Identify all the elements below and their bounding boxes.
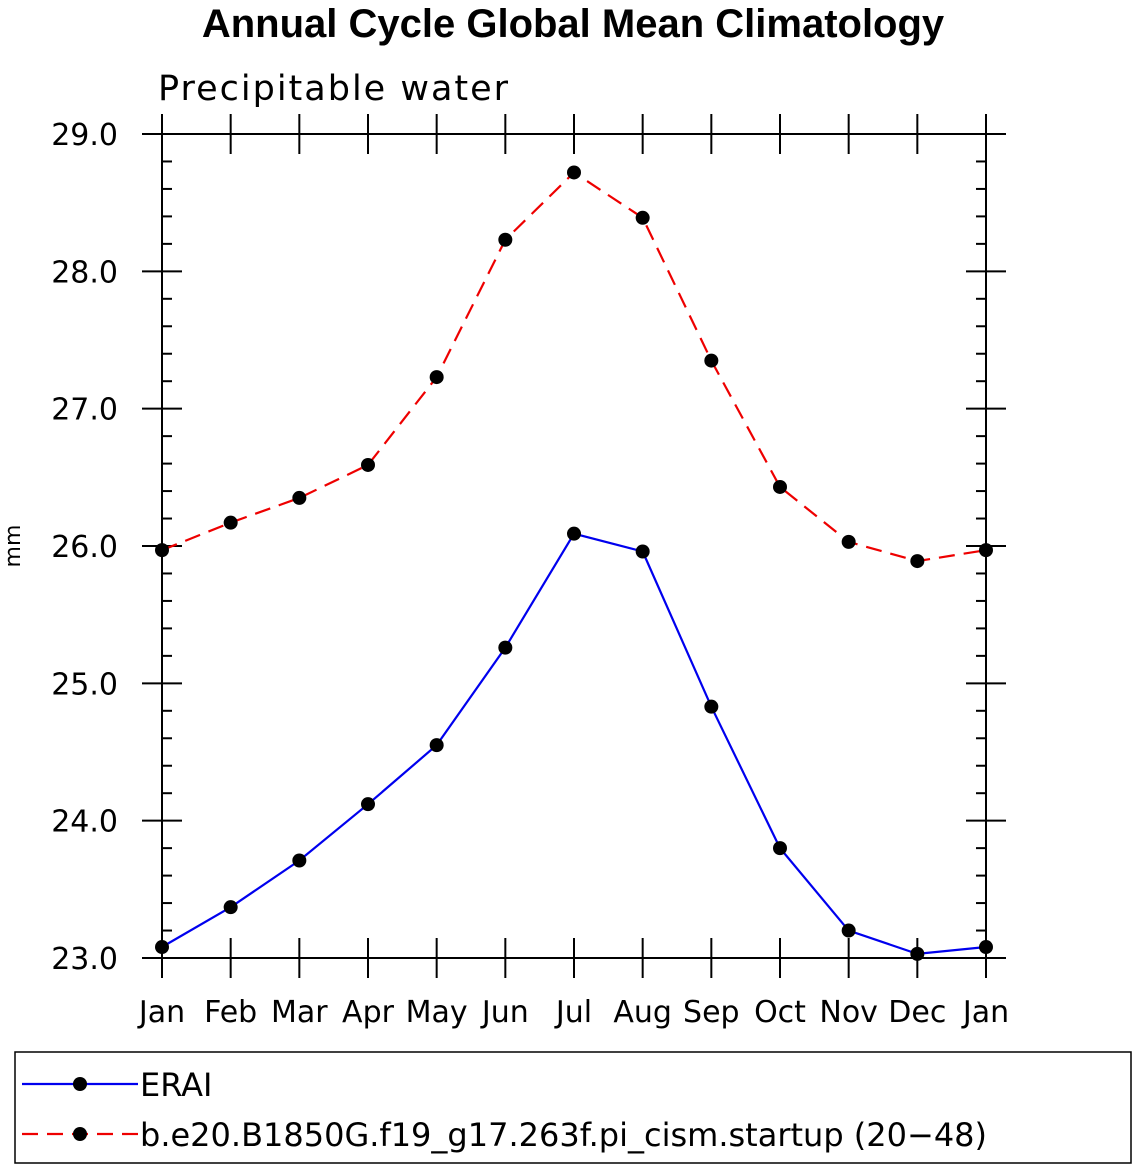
data-point <box>292 853 307 868</box>
y-tick-label: 27.0 <box>51 393 118 428</box>
legend-marker <box>73 1077 87 1091</box>
y-tick-label: 29.0 <box>51 118 118 153</box>
x-tick-label: Jan <box>961 995 1009 1030</box>
x-tick-label: Aug <box>613 995 672 1030</box>
data-point <box>773 841 787 856</box>
x-tick-label: Jan <box>137 995 185 1030</box>
data-point <box>773 479 787 494</box>
data-point <box>223 515 238 530</box>
x-tick-label: Jul <box>554 995 592 1030</box>
series-2 <box>155 165 993 569</box>
legend-marker <box>73 1127 87 1141</box>
data-point <box>292 490 307 505</box>
data-point <box>910 554 925 569</box>
series-line <box>161 532 987 955</box>
data-point <box>704 353 719 368</box>
data-point <box>498 232 513 247</box>
x-tick-label: Jun <box>480 995 529 1030</box>
x-tick-label: Nov <box>819 995 878 1030</box>
data-point <box>498 640 513 655</box>
x-tick-label: Apr <box>342 995 395 1030</box>
x-tick-label: Feb <box>204 995 257 1030</box>
x-tick-labels: Jan Feb Mar Apr May Jun Jul Aug Sep Oct Nov Dec Jan <box>137 995 1009 1030</box>
data-point <box>567 165 581 180</box>
chart-subtitle: Precipitable water <box>158 69 510 109</box>
legend-box <box>14 1051 1132 1164</box>
data-point <box>841 923 856 938</box>
data-point <box>429 370 444 385</box>
x-tick-label: Sep <box>683 995 740 1030</box>
data-point <box>567 526 581 541</box>
series-1 <box>155 526 993 961</box>
x-tick-label: Oct <box>754 995 806 1030</box>
legend: ERAI b.e20.B1850G.f19_g17.263f.pi_cism.st… <box>14 1051 1132 1164</box>
series-line <box>161 171 987 563</box>
y-tick-label: 28.0 <box>51 255 118 290</box>
data-point <box>361 457 375 472</box>
y-tick-label: 24.0 <box>51 805 118 840</box>
chart-title: Annual Cycle Global Mean Climatology <box>202 2 945 46</box>
data-point <box>704 699 719 714</box>
plot-frame <box>161 133 987 959</box>
y-tick-labels: 23.0 24.0 25.0 26.0 27.0 28.0 29.0 <box>51 118 118 977</box>
y-tick-label: 26.0 <box>51 530 118 565</box>
x-tick-label: Mar <box>271 995 328 1030</box>
series-group <box>155 165 993 961</box>
x-tick-label: Dec <box>888 995 946 1030</box>
data-point <box>429 738 444 753</box>
legend-label: ERAI <box>140 1066 212 1104</box>
x-tick-label: May <box>406 995 468 1030</box>
data-point <box>223 900 238 915</box>
data-point <box>361 797 375 812</box>
axis-ticks <box>142 114 1006 978</box>
y-tick-label: 23.0 <box>51 942 118 977</box>
y-tick-label: 25.0 <box>51 667 118 702</box>
data-point <box>841 534 856 549</box>
data-point <box>635 210 650 225</box>
legend-label: b.e20.B1850G.f19_g17.263f.pi_cism.startu… <box>140 1116 987 1154</box>
y-axis-label: mm <box>1 525 26 568</box>
data-point <box>635 544 650 559</box>
